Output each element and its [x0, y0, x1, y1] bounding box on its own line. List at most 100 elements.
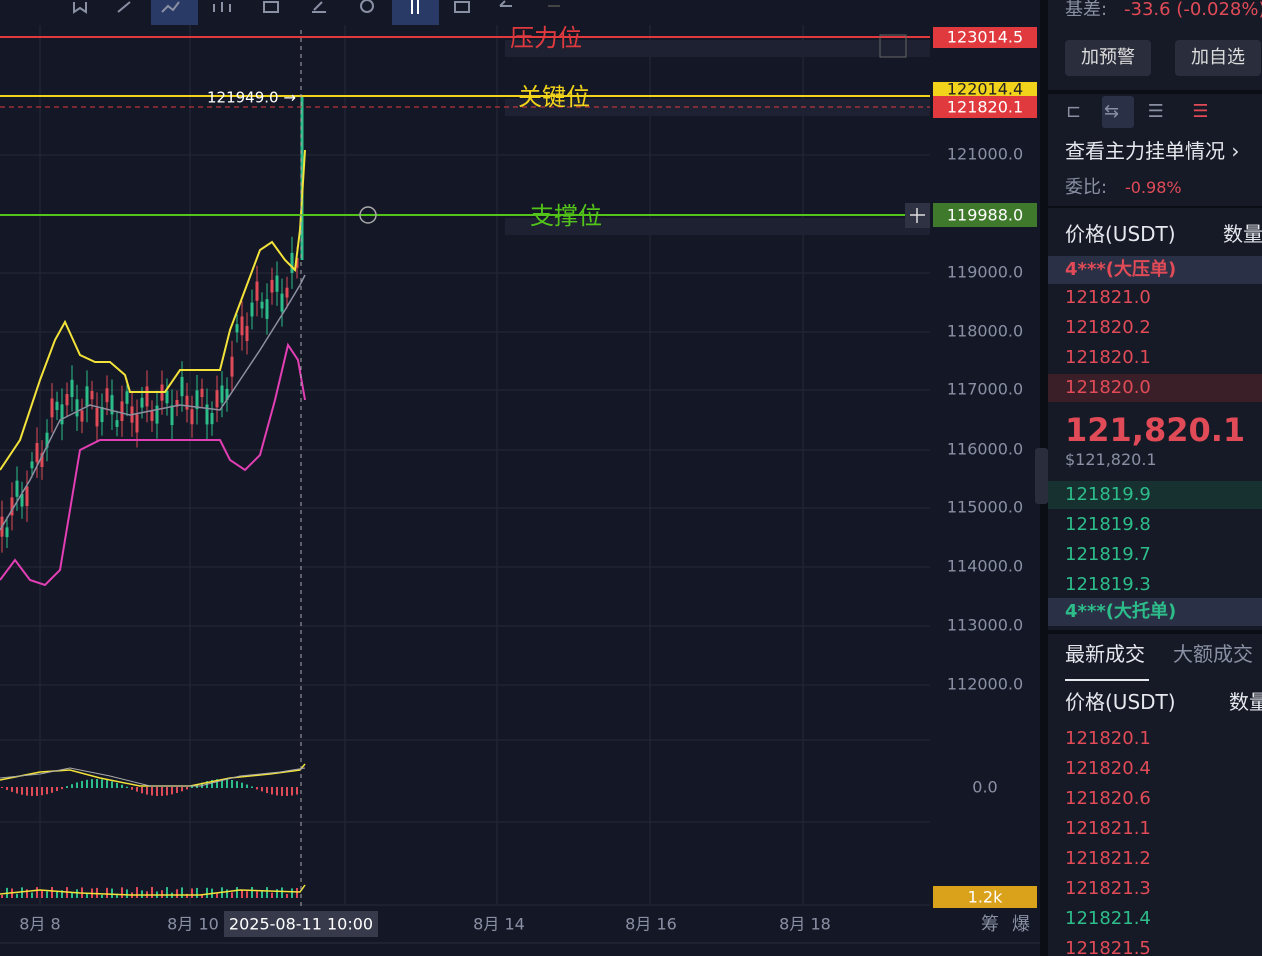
volume-tag — [933, 886, 1037, 908]
anchor — [359, 206, 377, 224]
last-price: 121,820.1 — [1065, 411, 1246, 449]
macd-bar — [71, 784, 73, 788]
volume-bar — [16, 893, 18, 898]
price-axis-label: 114000.0 — [947, 557, 1023, 576]
candle-body — [145, 386, 149, 407]
separator — [1048, 630, 1262, 634]
macd-bar — [236, 781, 238, 788]
volume-bar — [151, 887, 153, 898]
price-tag — [933, 96, 1037, 118]
orderbook-link[interactable]: 查看主力挂单情况 › — [1065, 139, 1240, 163]
macd-bar — [231, 779, 233, 788]
big-bid: 4***(大托单) — [1065, 601, 1177, 622]
volume-bar — [241, 890, 243, 898]
volume-bar — [101, 894, 103, 898]
bid-price: 121819.7 — [1065, 544, 1151, 565]
tab[interactable]: 大额成交 — [1173, 642, 1253, 666]
volume-tag-label: 1.2k — [968, 888, 1003, 907]
collapse-handle[interactable] — [1035, 448, 1048, 504]
macd-bar — [1, 787, 3, 788]
candle-body — [250, 302, 254, 317]
price-axis-label: 121000.0 — [947, 145, 1023, 164]
tab-underline — [1065, 679, 1149, 681]
candle-body — [105, 388, 109, 403]
ask-price: 121820.0 — [1065, 377, 1151, 398]
candle-body — [5, 527, 9, 538]
button[interactable]: 加自选 — [1175, 40, 1261, 76]
candle-body — [135, 414, 139, 433]
x-axis-label: 8月 14 — [473, 915, 525, 934]
trade-price: 121821.3 — [1065, 878, 1151, 899]
candle-body — [185, 395, 189, 410]
volume-bar — [71, 892, 73, 898]
chart-bg — [0, 0, 1048, 956]
volume-bar — [111, 888, 113, 898]
volume-bar — [291, 888, 293, 898]
chart: 压力位 关键位 支撑位 121949.0 → 123014.5 122014.4… — [0, 0, 1048, 956]
high-annotation: 121949.0 → — [207, 89, 296, 107]
view-toggle-active[interactable] — [1102, 96, 1134, 128]
macd-bar — [56, 787, 58, 792]
x-axis-label: 8月 16 — [625, 915, 677, 934]
button[interactable]: 加预警 — [1065, 40, 1151, 76]
tool-active — [392, 0, 439, 25]
macd-bar — [261, 787, 263, 792]
level-label: 关键位 — [518, 83, 590, 111]
corner-button[interactable]: 筹 — [981, 914, 999, 935]
level-zone — [505, 99, 930, 116]
macd-bar — [96, 779, 98, 788]
view-icons[interactable]: ⊏ ⇆ ☰ ☰ — [1066, 101, 1209, 122]
price-axis-label: 113000.0 — [947, 616, 1023, 635]
volume-bar — [191, 888, 193, 898]
volume-bar — [41, 890, 43, 898]
candle-body — [35, 443, 39, 463]
price-axis-label: 118000.0 — [947, 322, 1023, 341]
candle-body — [15, 480, 19, 497]
price-axis-label: 116000.0 — [947, 440, 1023, 459]
volume-bar — [296, 887, 298, 898]
candle-body — [20, 493, 24, 507]
candle-body — [265, 299, 269, 319]
macd-bar — [116, 782, 118, 788]
price-tag-label: 123014.5 — [947, 28, 1023, 47]
volume-bar — [246, 891, 248, 898]
candle-body — [245, 325, 249, 342]
candle-body — [85, 386, 89, 407]
volume-bar — [141, 890, 143, 898]
link-text[interactable]: 查看主力挂单情况 — [1065, 139, 1225, 163]
macd-bar — [246, 784, 248, 788]
price-axis-label: 119000.0 — [947, 263, 1023, 282]
tab-active[interactable]: 最新成交 — [1065, 642, 1145, 666]
basis-value: -33.6 (-0.028%) — [1124, 0, 1262, 20]
macd-bar — [51, 787, 53, 793]
macd-bar — [101, 779, 103, 788]
macd-bar — [36, 787, 38, 796]
trade-price: 121821.2 — [1065, 848, 1151, 869]
candle-body — [90, 391, 94, 400]
crosshair-date: 2025-08-11 10:00 — [229, 915, 373, 934]
candle-body — [180, 376, 184, 397]
trade-price: 121820.6 — [1065, 788, 1151, 809]
volume-bar — [231, 892, 233, 898]
corner-button[interactable]: 爆 — [1012, 914, 1030, 935]
side-panel: 基差: -33.6 (-0.028%) 加预警 加自选 ⊏ ⇆ ☰ ☰ 查看主力… — [1048, 0, 1262, 956]
macd-bar — [256, 787, 258, 790]
macd-bar — [176, 787, 178, 793]
column-header: 价格(USDT) — [1065, 222, 1176, 246]
macd-bar — [46, 787, 48, 795]
candle-body — [30, 461, 34, 469]
macd-bar — [241, 782, 243, 788]
candle-body — [155, 405, 159, 424]
volume-bar — [31, 892, 33, 898]
candle-body — [175, 399, 179, 407]
macd-bar — [86, 779, 88, 788]
ratio-value: -0.98% — [1125, 178, 1182, 197]
candle-body — [210, 412, 214, 425]
volume-bar — [86, 893, 88, 898]
macd-bar — [276, 787, 278, 796]
volume-bar — [1, 895, 3, 898]
crosshair-date-box — [224, 911, 378, 937]
macd-bar — [121, 784, 123, 788]
macd-bar — [91, 779, 93, 788]
volume-bar — [201, 894, 203, 898]
